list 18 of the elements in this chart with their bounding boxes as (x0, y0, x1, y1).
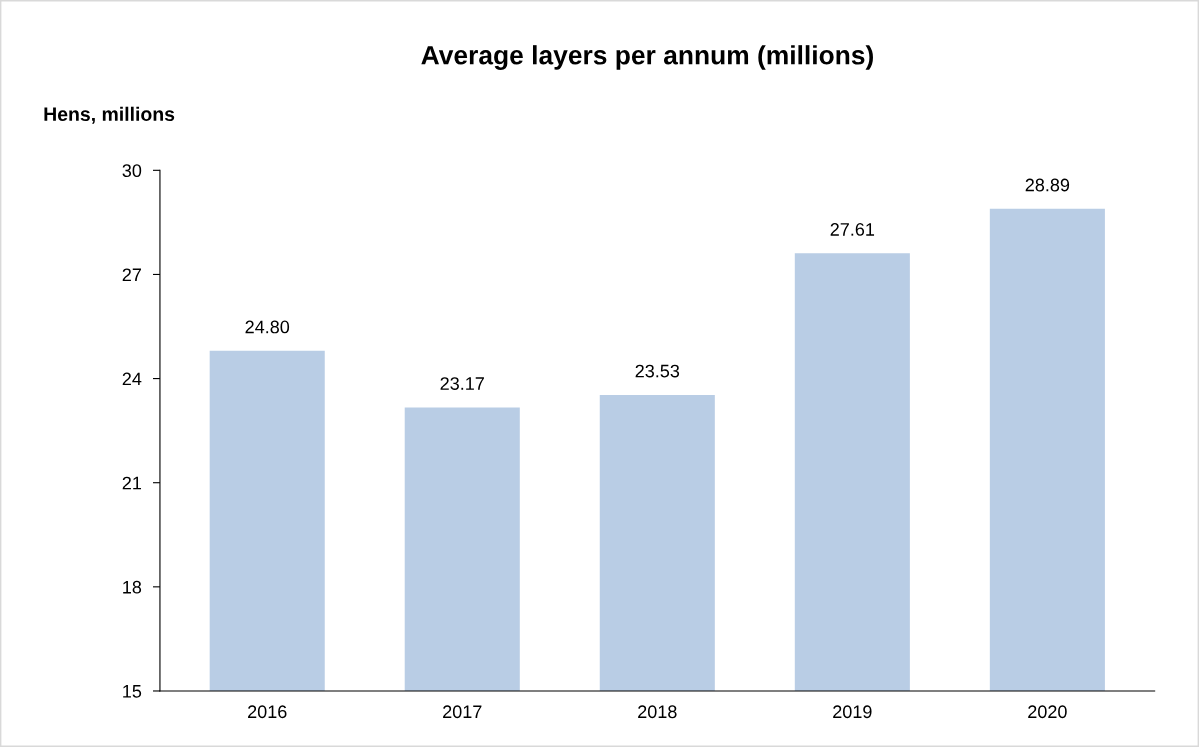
y-axis-title: Hens, millions (44, 106, 175, 124)
y-tick-label: 27 (122, 268, 141, 281)
x-tick-label: 2017 (443, 705, 482, 719)
x-tick-label: 2016 (248, 705, 287, 719)
data-label: 27.61 (830, 223, 875, 236)
y-tick-label: 24 (122, 372, 142, 386)
y-tick-label: 15 (123, 685, 142, 698)
y-tick-label: 21 (122, 476, 142, 490)
x-tick-label: 2018 (638, 705, 677, 719)
data-label: 23.53 (635, 364, 680, 378)
x-tick-label: 2020 (1028, 705, 1067, 719)
data-label: 23.17 (440, 377, 484, 390)
x-tick-label: 2019 (833, 705, 872, 719)
data-label: 28.89 (1025, 178, 1070, 192)
chart-title: Average layers per annum (millions) (421, 45, 873, 70)
y-tick-label: 30 (122, 164, 142, 178)
y-tick-label: 18 (123, 580, 142, 594)
data-label: 24.80 (245, 320, 290, 334)
